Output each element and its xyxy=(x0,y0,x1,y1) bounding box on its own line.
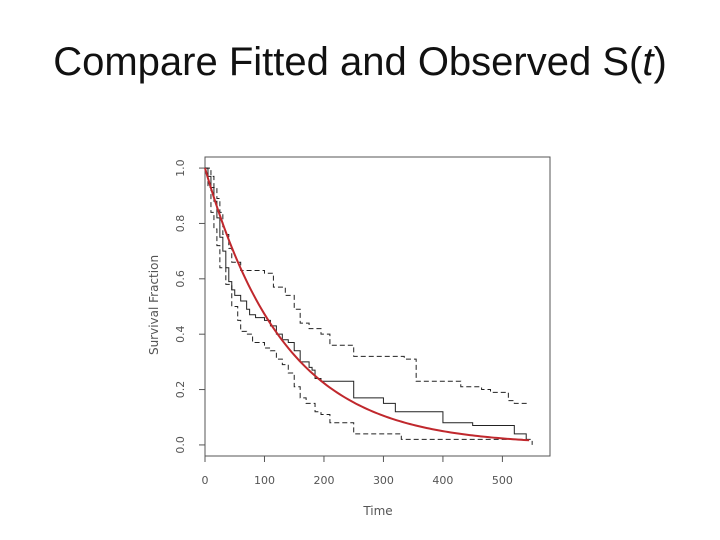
y-axis-title: Survival Fraction xyxy=(147,255,161,355)
y-axis: 0.0 0.2 0.4 0.6 0.8 1.0 xyxy=(174,159,205,454)
title-prefix: Compare Fitted and Observed S( xyxy=(53,40,643,84)
y-tick-label: 0.6 xyxy=(174,270,187,288)
fitted-curve xyxy=(204,167,530,442)
y-tick-label: 0.8 xyxy=(174,215,187,233)
confidence-bound-line xyxy=(205,167,533,445)
x-axis-title: Time xyxy=(362,504,392,518)
x-axis: 0 100 200 300 400 500 xyxy=(202,456,513,487)
title-suffix: ) xyxy=(653,40,667,84)
confidence-bound-line xyxy=(205,167,530,404)
y-tick-label: 0.4 xyxy=(174,325,187,343)
x-tick-label: 100 xyxy=(254,474,275,487)
plot-frame xyxy=(204,156,551,457)
y-tick-label: 1.0 xyxy=(174,159,187,177)
x-tick-label: 300 xyxy=(373,474,394,487)
x-tick-label: 400 xyxy=(432,474,453,487)
x-tick-label: 200 xyxy=(313,474,334,487)
series-layer xyxy=(204,167,533,445)
x-tick-label: 0 xyxy=(202,474,209,487)
slide-title: Compare Fitted and Observed S(t) xyxy=(0,40,720,85)
y-tick-label: 0.2 xyxy=(174,381,187,399)
y-tick-label: 0.0 xyxy=(174,436,187,454)
observed-survival-line xyxy=(205,167,527,440)
x-tick-label: 500 xyxy=(492,474,513,487)
title-variable: t xyxy=(642,40,654,84)
